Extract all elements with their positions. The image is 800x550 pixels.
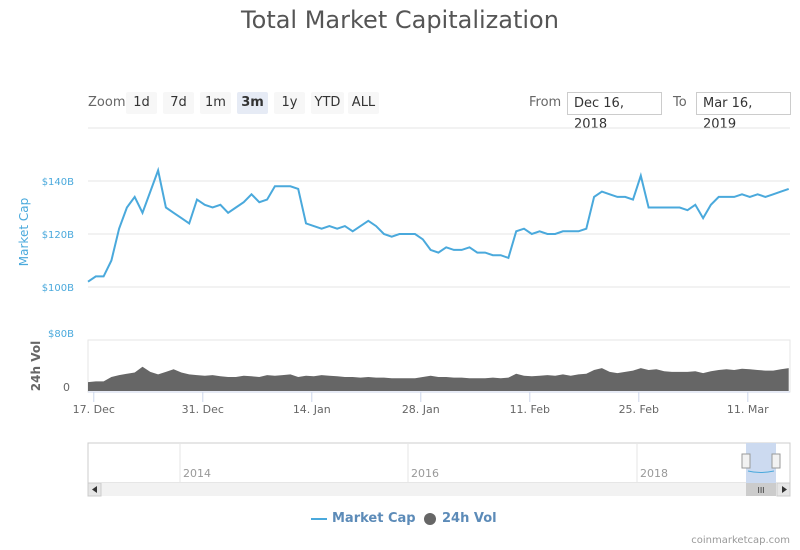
zoom-button-1d[interactable]: 1d (126, 92, 157, 114)
navigator-tick-label: 2016 (411, 467, 439, 480)
x-tick-label: 14. Jan (293, 403, 331, 416)
vol-tick-label: $80B (48, 329, 74, 340)
scrollbar-thumb[interactable] (746, 483, 776, 496)
zoom-button-1m[interactable]: 1m (200, 92, 231, 114)
vol-tick-label: 0 (63, 381, 70, 394)
to-label: To (673, 95, 687, 110)
navigator-handle-left[interactable] (741, 453, 751, 469)
y-tick-label: $120B (42, 230, 74, 241)
zoom-button-all[interactable]: ALL (348, 92, 379, 114)
credit-link[interactable]: coinmarketcap.com (691, 535, 790, 546)
scrollbar-track[interactable] (88, 483, 790, 496)
grip-icon: III (757, 486, 764, 495)
x-tick-label: 11. Mar (727, 403, 769, 416)
zoom-label: Zoom (88, 95, 126, 110)
vol-area (88, 366, 789, 391)
x-tick-label: 25. Feb (619, 403, 659, 416)
legend-vol[interactable]: 24h Vol (442, 511, 497, 526)
navigator-tick-label: 2018 (640, 467, 668, 480)
from-date-input[interactable]: Dec 16, 2018 (567, 92, 662, 132)
market-cap-line (87, 166, 790, 283)
legend-market-cap[interactable]: Market Cap (332, 511, 416, 526)
x-tick-label: 31. Dec (182, 403, 224, 416)
zoom-button-1y[interactable]: 1y (274, 92, 305, 114)
navigator-series (747, 470, 775, 473)
zoom-button-ytd[interactable]: YTD (311, 92, 344, 114)
y-tick-label: $100B (42, 283, 74, 294)
to-date-input[interactable]: Mar 16, 2019 (696, 92, 791, 132)
zoom-button-7d[interactable]: 7d (163, 92, 194, 114)
x-tick-label: 17. Dec (73, 403, 115, 416)
vol-axis-title: 24h Vol (29, 341, 43, 391)
x-tick-label: 28. Jan (402, 403, 440, 416)
y-axis-title: Market Cap (17, 198, 31, 266)
legend-vol-icon (424, 513, 436, 525)
from-label: From (529, 95, 562, 110)
navigator-selection[interactable] (746, 443, 776, 483)
arrow-left-icon (92, 486, 97, 493)
x-tick-label: 11. Feb (510, 403, 550, 416)
y-tick-label: $140B (42, 177, 74, 188)
zoom-button-3m[interactable]: 3m (237, 92, 268, 114)
arrow-right-icon (782, 486, 787, 493)
navigator-handle-right[interactable] (771, 453, 781, 469)
navigator-tick-label: 2014 (183, 467, 211, 480)
chart-title: Total Market Capitalization (241, 6, 559, 34)
